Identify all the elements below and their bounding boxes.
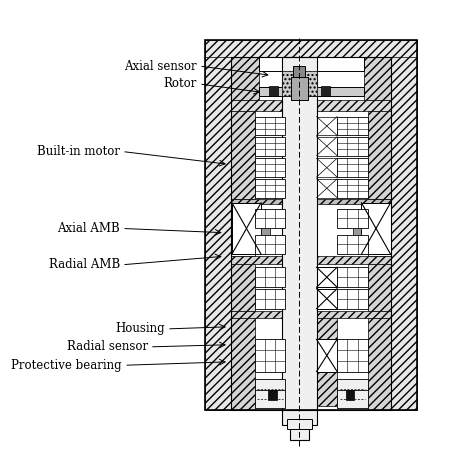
Bar <box>337 209 368 228</box>
Bar <box>362 203 391 254</box>
Bar <box>337 339 368 372</box>
Bar <box>255 339 285 372</box>
Bar <box>368 111 392 199</box>
Bar <box>290 423 309 440</box>
Bar <box>368 199 392 256</box>
Text: Axial AMB: Axial AMB <box>57 222 120 235</box>
Bar <box>255 117 285 136</box>
Text: Rotor: Rotor <box>164 77 197 91</box>
Bar <box>255 289 285 309</box>
Bar <box>255 179 285 198</box>
Bar <box>283 318 285 406</box>
Bar <box>337 267 368 287</box>
Text: Housing: Housing <box>115 322 165 336</box>
Bar <box>317 289 337 309</box>
Bar <box>231 57 392 410</box>
Bar <box>205 40 417 410</box>
Bar <box>259 87 364 96</box>
Bar <box>317 318 337 406</box>
Bar <box>232 203 261 254</box>
Bar <box>291 77 308 100</box>
Bar <box>231 310 392 318</box>
Bar <box>268 390 277 400</box>
Bar <box>255 379 285 409</box>
Bar <box>231 199 392 204</box>
Bar <box>353 211 362 246</box>
Bar <box>317 117 337 136</box>
Bar <box>269 86 278 95</box>
Bar <box>287 419 312 429</box>
Bar <box>231 100 392 111</box>
Bar <box>293 66 305 77</box>
Bar <box>317 339 337 372</box>
Bar <box>317 267 337 287</box>
Bar <box>231 264 255 310</box>
Bar <box>317 179 337 198</box>
Bar <box>346 390 354 400</box>
Bar <box>283 111 317 199</box>
Text: Radial AMB: Radial AMB <box>49 258 120 271</box>
Bar <box>205 40 231 410</box>
Bar <box>255 209 285 228</box>
Bar <box>231 318 255 410</box>
Bar <box>231 256 392 264</box>
Bar <box>337 289 368 309</box>
Bar <box>255 158 285 177</box>
Bar <box>231 199 255 256</box>
Bar <box>255 235 285 254</box>
Bar <box>368 264 392 310</box>
Bar <box>392 40 417 410</box>
Bar <box>231 57 259 100</box>
Bar <box>231 111 255 199</box>
Text: Built-in motor: Built-in motor <box>37 145 120 158</box>
Bar <box>317 137 337 155</box>
Bar <box>337 158 368 177</box>
Text: Axial sensor: Axial sensor <box>124 60 197 73</box>
Text: Radial sensor: Radial sensor <box>67 340 148 353</box>
Bar <box>259 57 364 71</box>
Bar <box>337 117 368 136</box>
Bar <box>317 158 337 177</box>
Bar <box>255 267 285 287</box>
Bar <box>231 57 392 410</box>
Bar <box>337 235 368 254</box>
Bar <box>337 379 368 409</box>
Bar <box>205 40 417 57</box>
Bar <box>283 57 317 425</box>
Bar <box>255 137 285 155</box>
Bar <box>261 211 270 246</box>
Bar <box>337 137 368 155</box>
Text: Protective bearing: Protective bearing <box>11 359 122 372</box>
Bar <box>283 71 317 96</box>
Bar <box>337 179 368 198</box>
Bar <box>364 57 392 100</box>
Bar <box>321 86 330 95</box>
Bar <box>368 318 392 410</box>
